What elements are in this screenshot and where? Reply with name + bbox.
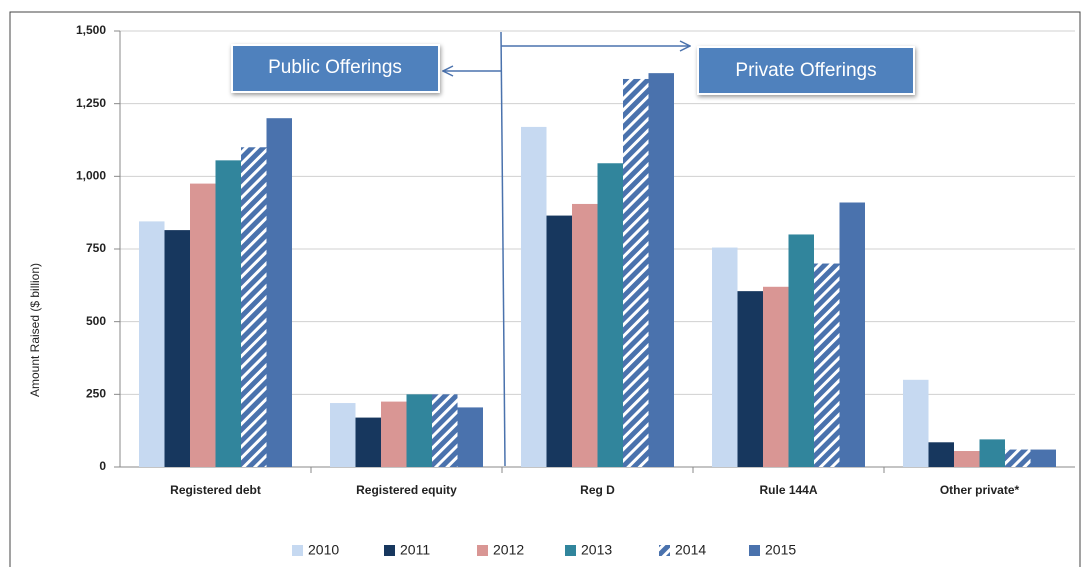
bar [164, 230, 190, 467]
bar [814, 263, 840, 467]
bar [903, 379, 929, 467]
divider [500, 31, 506, 467]
y-tick-label: 250 [86, 387, 106, 401]
annotation: Private Offerings [735, 60, 876, 81]
y-tick-label: 1,500 [76, 23, 106, 37]
bar [330, 403, 356, 467]
legend-swatch [565, 545, 576, 556]
legend-label: 2013 [581, 542, 612, 558]
legend-label: 2010 [308, 542, 339, 558]
x-tick-label: Rule 144A [759, 483, 817, 497]
bar [546, 215, 572, 467]
x-tick-label: Registered debt [170, 483, 261, 497]
bar [241, 147, 267, 467]
y-tick-label: 1,000 [76, 169, 106, 183]
legend-label: 2014 [675, 542, 706, 558]
bar [788, 234, 814, 467]
legend-swatch [384, 545, 395, 556]
bar [572, 203, 598, 468]
bar [737, 291, 763, 467]
bar [521, 126, 547, 468]
legend-label: 2011 [400, 542, 430, 558]
y-axis-label: Amount Raised ($ billion) [28, 263, 42, 397]
bar [979, 439, 1005, 467]
legend-swatch [292, 545, 303, 556]
bar [355, 417, 381, 467]
bar [1005, 449, 1031, 467]
x-tick-label: Registered equity [356, 483, 457, 497]
annotation: Public Offerings [268, 57, 402, 78]
y-tick-label: 500 [86, 314, 106, 328]
bar [763, 286, 789, 467]
legend-swatch [749, 545, 760, 556]
legend-swatch [659, 545, 670, 556]
bar [839, 202, 865, 467]
bar [954, 451, 980, 467]
bar [1030, 449, 1056, 467]
bar [139, 221, 165, 467]
legend-label: 2015 [765, 542, 796, 558]
bar [381, 401, 407, 467]
bar [457, 407, 483, 467]
bar [190, 183, 216, 467]
bar [928, 442, 954, 467]
bar [712, 247, 738, 467]
bar [266, 118, 292, 467]
legend-label: 2012 [493, 542, 524, 558]
bar [597, 163, 623, 467]
bar [648, 73, 674, 467]
x-tick-label: Other private* [940, 483, 1020, 497]
y-tick-label: 750 [86, 241, 106, 255]
bar [215, 160, 241, 467]
x-tick-label: Reg D [580, 483, 615, 497]
annotation-box [697, 46, 915, 95]
bar [432, 394, 458, 467]
y-tick-label: 1,250 [76, 96, 106, 110]
annotation-box [231, 44, 440, 93]
legend-swatch [477, 545, 488, 556]
y-tick-label: 0 [99, 459, 106, 473]
bar [623, 78, 649, 468]
frame [9, 11, 1081, 567]
bar [406, 394, 432, 467]
